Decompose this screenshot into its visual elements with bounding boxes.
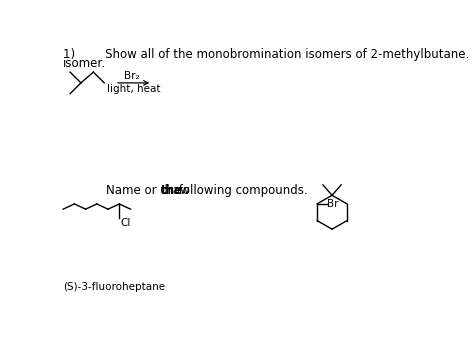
Text: the: the bbox=[161, 184, 183, 197]
Text: (S)-3-fluoroheptane: (S)-3-fluoroheptane bbox=[63, 282, 165, 292]
Text: Name or draw: Name or draw bbox=[106, 184, 193, 197]
Text: Br: Br bbox=[328, 199, 339, 209]
Text: isomer.: isomer. bbox=[63, 57, 106, 70]
Text: Cl: Cl bbox=[120, 218, 130, 228]
Text: following compounds.: following compounds. bbox=[175, 184, 307, 197]
Text: 1)        Show all of the monobromination isomers of 2-methylbutane.  Circle the: 1) Show all of the monobromination isome… bbox=[63, 48, 474, 61]
Text: light, heat: light, heat bbox=[107, 84, 160, 94]
Text: Br₂: Br₂ bbox=[124, 71, 140, 81]
